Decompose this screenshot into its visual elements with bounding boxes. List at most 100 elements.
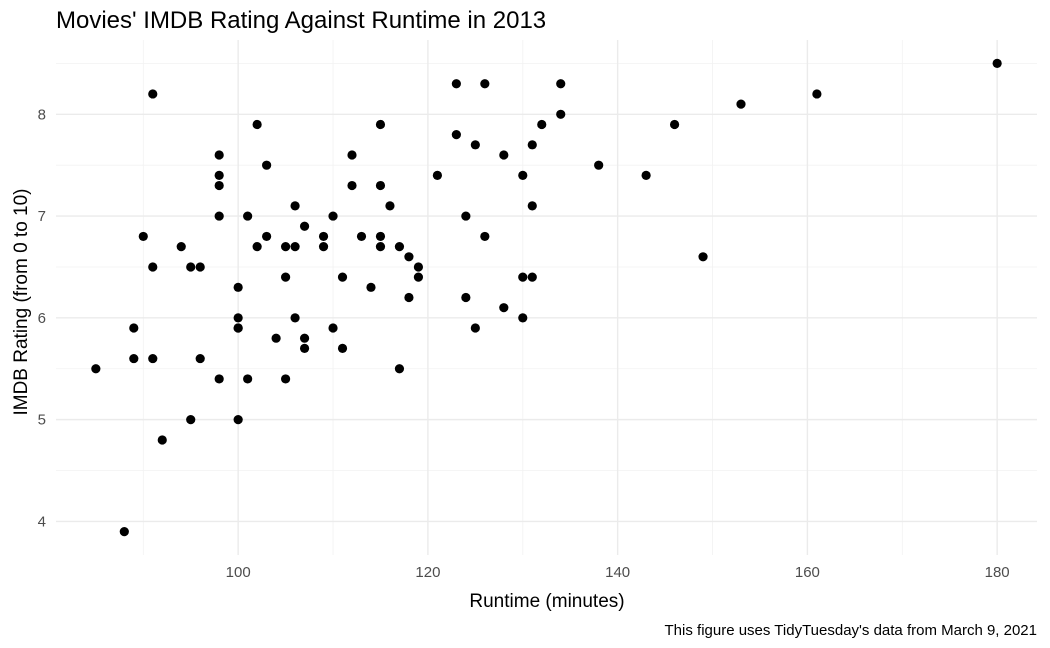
data-point — [328, 323, 338, 333]
x-tick-label: 180 — [985, 564, 1010, 581]
data-point — [299, 333, 310, 343]
data-point — [299, 343, 310, 353]
data-point — [214, 374, 224, 384]
data-point — [290, 242, 300, 252]
data-point — [404, 252, 414, 262]
data-point — [337, 343, 348, 353]
data-point — [499, 303, 509, 313]
data-point — [404, 292, 414, 303]
data-point — [375, 180, 386, 191]
data-point — [176, 242, 186, 252]
data-point — [214, 150, 224, 160]
data-point — [243, 211, 253, 221]
data-point — [385, 201, 395, 211]
data-point — [356, 231, 367, 242]
x-tick-label: 160 — [795, 564, 820, 581]
data-point — [366, 282, 376, 292]
data-point — [233, 313, 243, 323]
data-point — [233, 415, 243, 425]
data-point — [186, 262, 196, 272]
y-tick-label: 6 — [38, 310, 46, 327]
grid — [56, 40, 1037, 555]
data-point — [470, 140, 480, 150]
data-point — [138, 231, 148, 242]
data-point — [812, 89, 822, 99]
data-point — [698, 252, 708, 262]
data-point — [413, 272, 424, 282]
data-point — [337, 272, 348, 282]
data-point — [290, 201, 300, 211]
y-tick-label: 5 — [38, 412, 46, 429]
data-point — [461, 292, 471, 303]
data-point — [157, 435, 167, 445]
data-point — [318, 242, 329, 252]
x-axis-ticks: 100 120 140 160 180 — [226, 564, 1010, 581]
data-point — [518, 313, 528, 323]
x-tick-label: 140 — [605, 564, 630, 581]
data-point — [262, 231, 272, 242]
data-point — [280, 242, 291, 252]
data-point — [499, 150, 509, 160]
data-point — [214, 211, 224, 221]
data-point — [262, 160, 272, 170]
data-point — [527, 140, 537, 150]
data-point — [556, 109, 566, 119]
data-point — [328, 211, 338, 221]
data-point — [451, 130, 461, 140]
data-point — [461, 211, 471, 221]
data-point — [432, 170, 442, 180]
data-point — [347, 180, 357, 191]
data-point — [280, 374, 291, 384]
y-axis-title: IMDB Rating (from 0 to 10) — [11, 188, 32, 415]
data-point — [556, 79, 566, 89]
data-point — [148, 262, 158, 272]
data-point — [594, 160, 604, 170]
data-point — [375, 231, 386, 242]
data-point — [527, 272, 537, 282]
data-point — [347, 150, 357, 160]
y-axis-ticks: 4 5 6 7 8 — [38, 106, 46, 530]
data-point — [518, 170, 528, 180]
data-point — [527, 201, 537, 211]
data-point — [451, 79, 461, 89]
data-point — [214, 180, 224, 191]
data-point — [375, 242, 386, 252]
data-point — [195, 262, 205, 272]
data-point — [480, 231, 490, 242]
data-point — [299, 221, 310, 231]
data-point — [186, 415, 196, 425]
y-tick-label: 7 — [38, 208, 46, 225]
y-tick-label: 8 — [38, 106, 46, 123]
data-point — [375, 119, 386, 130]
data-point — [480, 79, 490, 89]
chart-title: Movies' IMDB Rating Against Runtime in 2… — [56, 7, 546, 34]
x-axis-title: Runtime (minutes) — [469, 591, 624, 612]
data-point — [736, 99, 746, 109]
data-point — [243, 374, 253, 384]
data-point — [518, 272, 528, 282]
data-point — [271, 333, 281, 343]
data-point — [394, 242, 405, 252]
data-point — [195, 353, 205, 364]
data-point — [641, 170, 651, 180]
data-point — [413, 262, 424, 272]
x-tick-label: 120 — [415, 564, 440, 581]
data-point — [148, 89, 158, 99]
data-point — [148, 353, 158, 364]
data-point — [233, 323, 243, 333]
y-tick-label: 4 — [38, 513, 46, 530]
data-point — [129, 323, 139, 333]
data-point — [252, 242, 262, 252]
data-point — [537, 119, 547, 130]
chart-caption: This figure uses TidyTuesday's data from… — [665, 622, 1037, 639]
data-point — [992, 58, 1002, 69]
data-point — [318, 231, 329, 242]
data-point — [669, 119, 680, 130]
data-point — [91, 364, 101, 374]
data-point — [394, 364, 405, 374]
data-points — [91, 58, 1002, 537]
data-point — [233, 282, 243, 292]
data-point — [280, 272, 291, 282]
data-point — [290, 313, 300, 323]
